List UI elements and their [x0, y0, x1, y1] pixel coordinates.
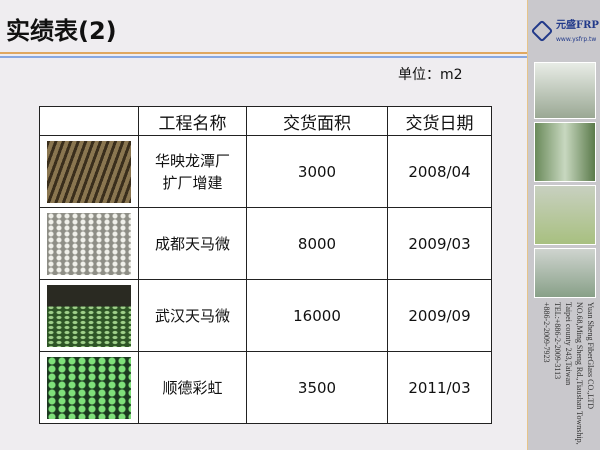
- delivery-date: 2009/03: [387, 207, 492, 280]
- project-name: 顺德彩虹: [138, 351, 247, 424]
- sidebar-photo-1: [534, 62, 596, 119]
- logo-mark-icon: [530, 19, 554, 43]
- table-header-row: 工程名称 交货面积 交货日期: [39, 106, 492, 136]
- project-name: 武汉天马微: [138, 279, 247, 352]
- title-divider-orange: [0, 52, 527, 54]
- company-address: Yuan Sheng FiberGlass CO.,LTD NO.68,Ming…: [536, 302, 596, 448]
- sidebar: 元盛FRP www.ysfrp.tw Yuan Sheng FiberGlass…: [527, 0, 600, 450]
- table-row: 顺德彩虹 3500 2011/03: [39, 351, 492, 424]
- table-row: 武汉天马微 16000 2009/09: [39, 279, 492, 352]
- sidebar-photo-4: [534, 248, 596, 298]
- project-name: 成都天马微: [138, 207, 247, 280]
- delivery-area: 3000: [246, 135, 388, 208]
- project-name: 华映龙潭厂扩厂增建: [138, 135, 247, 208]
- delivery-date: 2009/09: [387, 279, 492, 352]
- slide-title: 实绩表(2): [6, 17, 117, 45]
- address-line-2: Taipei county 243,Taiwan: [564, 302, 573, 386]
- company-name: Yuan Sheng FiberGlass CO.,LTD: [586, 302, 595, 410]
- header-project-name: 工程名称: [138, 106, 247, 136]
- delivery-area: 8000: [246, 207, 388, 280]
- table-row: 华映龙潭厂扩厂增建 3000 2008/04: [39, 135, 492, 208]
- delivery-area: 16000: [246, 279, 388, 352]
- sidebar-photo-2: [534, 122, 596, 182]
- project-photo: [47, 284, 131, 347]
- logo-url: www.ysfrp.tw: [556, 36, 597, 43]
- delivery-area: 3500: [246, 351, 388, 424]
- address-line-1: NO.68,Ming Sheng Rd.,Tiaushan Township,: [575, 302, 584, 445]
- phone-1: TEL:+886-2-2009-3113: [553, 302, 562, 380]
- title-divider-blue: [0, 56, 527, 58]
- company-logo: 元盛FRP www.ysfrp.tw: [530, 19, 599, 50]
- sidebar-photo-3: [534, 185, 596, 245]
- phone-2: +886-2-2009-7923: [542, 302, 551, 363]
- header-photo: [39, 106, 139, 136]
- table-row: 成都天马微 8000 2009/03: [39, 207, 492, 280]
- project-photo: [47, 140, 131, 203]
- delivery-date: 2008/04: [387, 135, 492, 208]
- delivery-date: 2011/03: [387, 351, 492, 424]
- logo-brand: 元盛FRP: [556, 20, 599, 31]
- project-photo: [47, 212, 131, 275]
- performance-table: 工程名称 交货面积 交货日期 华映龙潭厂扩厂增建 3000 2008/04 成都…: [39, 106, 492, 424]
- unit-label: 单位：m2: [398, 67, 463, 83]
- header-area: 交货面积: [246, 106, 388, 136]
- header-date: 交货日期: [387, 106, 492, 136]
- project-photo: [47, 356, 131, 419]
